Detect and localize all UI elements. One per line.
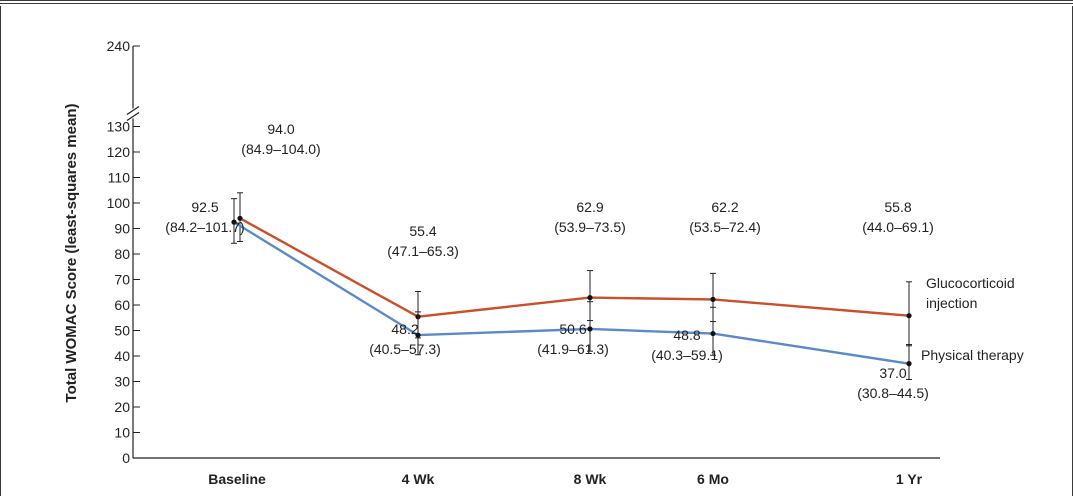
data-label-ci: (40.5–57.3) [369,341,441,357]
y-tick-label: 60 [114,297,130,313]
y-tick-label: 110 [108,170,131,186]
y-axis-label: Total WOMAC Score (least-squares mean) [63,104,80,403]
data-label-ci: (84.9–104.0) [241,141,320,157]
data-point [710,296,716,302]
data-label-ci: (53.5–72.4) [689,219,761,235]
y-axis-break-mark [126,106,140,115]
y-tick-label: 20 [114,399,130,415]
legend-label-injection: injection [926,295,977,311]
data-label-ci: (30.8–44.5) [857,385,929,401]
data-label-value: 48.2 [391,321,418,337]
data-label-value: 50.6 [559,321,586,337]
x-category-label: 6 Mo [697,471,729,487]
legend-label-physical-therapy: Physical therapy [921,347,1024,363]
data-label-ci: (53.9–73.5) [554,219,626,235]
data-point [710,330,716,337]
y-tick-label: 50 [114,323,130,339]
x-category-label: 8 Wk [574,471,607,487]
data-label-ci: (41.9–61.3) [537,341,609,357]
data-label-value: 37.0 [879,365,906,381]
y-tick-label: 100 [107,195,131,211]
data-label-ci: (40.3–59.1) [651,347,723,363]
axes [126,46,940,459]
y-tick-label: 130 [107,119,131,135]
data-point [231,219,237,225]
frame-left-border [0,6,1,496]
x-category-label: 4 Wk [402,471,435,487]
data-label-ci: (84.2–101.7) [165,219,244,235]
x-category-label: 1 Yr [896,471,923,487]
y-tick-label: 90 [114,221,130,237]
y-tick-label: 120 [107,144,131,160]
x-category-label: Baseline [208,471,266,487]
data-labels: 94.0 (84.9–104.0) 92.5 (84.2–101.7) 55.4 (47.… [165,121,934,401]
legend: Glucocorticoid injection Physical therapy [921,275,1024,363]
data-point [587,295,593,301]
data-label-value: 48.8 [673,327,700,343]
series-group [231,192,912,380]
y-tick-label: 10 [114,425,130,441]
data-label-value: 94.0 [267,121,294,137]
data-label-value: 62.2 [711,199,738,215]
y-tick-label: 30 [114,374,130,390]
data-point [906,361,912,367]
data-label-ci: (47.1–65.3) [387,243,459,259]
data-label-value: 55.4 [409,223,436,239]
data-label-value: 55.8 [884,199,911,215]
data-label-value: 62.9 [576,199,603,215]
data-point [237,215,243,221]
y-tick-label: 0 [122,450,130,466]
data-label-value: 92.5 [191,199,218,215]
frame-top-border [0,0,1073,4]
y-axis-break-mark [126,112,140,121]
y-ticks: 0 10 20 30 40 50 60 70 80 90 100 110 120 130 240 [107,38,140,466]
y-tick-label: 40 [114,348,130,364]
legend-label-glucocorticoid: Glucocorticoid [926,275,1015,291]
x-categories: Baseline 4 Wk 8 Wk 6 Mo 1 Yr [208,471,922,487]
y-tick-label: 240 [107,38,131,54]
data-label-ci: (44.0–69.1) [862,219,934,235]
y-tick-label: 80 [114,246,130,262]
data-point [587,326,593,332]
y-tick-label: 70 [114,272,130,288]
data-point [906,313,912,319]
data-point [415,332,421,338]
